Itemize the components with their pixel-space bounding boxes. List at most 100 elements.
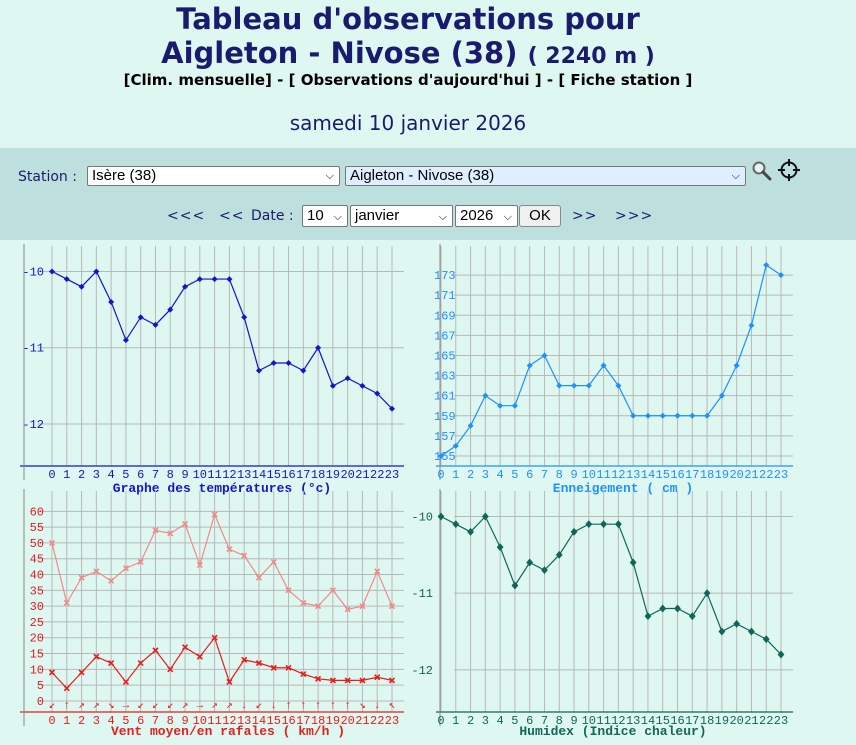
data-point (329, 677, 336, 684)
data-point (659, 604, 667, 613)
data-point (329, 587, 336, 594)
link-today-observations[interactable]: [ Observations d'aujourd'hui ] (288, 71, 542, 89)
x-tick-label: 10 (582, 714, 596, 728)
data-point (196, 276, 203, 283)
x-tick-label: 1 (452, 468, 459, 482)
data-point (300, 599, 307, 607)
x-tick-label: 8 (167, 468, 174, 482)
data-point (511, 402, 518, 409)
y-tick-label: 155 (434, 450, 456, 464)
x-tick-label: 20 (340, 468, 354, 482)
station-select[interactable]: Aigleton - Nivose (38) ⌵ (345, 166, 746, 186)
nav-next[interactable]: >> (572, 208, 598, 224)
wind-direction-arrow: ↘ (108, 700, 115, 712)
x-tick-label: 4 (497, 468, 504, 482)
data-point (556, 382, 563, 389)
data-point (285, 664, 292, 671)
link-station-sheet[interactable]: [ Fiche station ] (558, 71, 693, 89)
data-point (374, 390, 381, 397)
data-point (526, 558, 534, 567)
data-point (270, 360, 277, 366)
data-point (778, 272, 784, 279)
data-point (211, 634, 218, 641)
data-point (300, 367, 307, 374)
data-point (629, 558, 637, 567)
nav-next-far[interactable]: >>> (615, 208, 654, 224)
x-tick-label: 12 (222, 714, 236, 728)
data-point (344, 375, 351, 382)
y-tick-label: 15 (30, 648, 44, 662)
year-value: 2026 (460, 207, 494, 224)
x-tick-label: 15 (267, 468, 281, 482)
chevron-down-icon: ⌵ (731, 170, 740, 182)
data-point (285, 587, 292, 594)
x-tick-label: 18 (311, 468, 325, 482)
wind-direction-arrow: ↓ (241, 700, 248, 712)
crosshair-icon[interactable] (777, 158, 801, 182)
y-tick-label: 55 (30, 521, 44, 535)
chevron-down-icon: ⌵ (325, 170, 334, 182)
data-point (167, 530, 174, 537)
data-point (704, 412, 711, 419)
nav-previous[interactable]: << (219, 208, 245, 224)
x-tick-label: 13 (626, 714, 640, 728)
magnifier-icon[interactable] (751, 160, 773, 182)
x-tick-label: 19 (326, 714, 340, 728)
x-tick-label: 10 (193, 468, 207, 482)
ok-button[interactable]: OK (519, 205, 561, 227)
data-point (63, 276, 70, 283)
nav-previous-far[interactable]: <<< (167, 208, 206, 224)
y-tick-label: 161 (434, 390, 456, 404)
y-tick-label: 35 (30, 584, 44, 598)
x-tick-label: 14 (641, 714, 655, 728)
data-point (733, 362, 740, 369)
x-tick-label: 18 (700, 714, 714, 728)
data-point (196, 653, 203, 660)
month-select[interactable]: janvier ⌵ (350, 205, 453, 227)
chevron-down-icon: ⌵ (438, 211, 447, 223)
day-select[interactable]: 10 ⌵ (302, 205, 348, 227)
y-tick-label: 169 (434, 309, 456, 323)
data-point (329, 382, 336, 389)
data-point (78, 669, 85, 676)
x-tick-label: 23 (774, 714, 788, 728)
x-tick-label: 6 (526, 714, 533, 728)
department-select[interactable]: Isère (38) ⌵ (87, 166, 340, 186)
y-tick-label: -12 (22, 418, 44, 432)
station-altitude: ( 2240 m ) (527, 44, 655, 69)
wind-direction-arrow: ↑ (285, 700, 292, 712)
station-links: [Clim. mensuelle] - [ Observations d'auj… (0, 71, 816, 89)
data-point (541, 566, 548, 575)
data-point (359, 603, 366, 610)
year-select[interactable]: 2026 ⌵ (455, 205, 518, 227)
data-point (137, 659, 144, 667)
link-separator: - (546, 71, 554, 89)
x-tick-label: 17 (685, 714, 699, 728)
x-tick-label: 6 (137, 468, 144, 482)
data-point (388, 677, 396, 684)
data-point (630, 412, 637, 419)
x-tick-label: 4 (108, 714, 115, 728)
data-point (152, 321, 159, 328)
data-point (241, 656, 248, 663)
x-tick-label: 22 (759, 468, 773, 482)
data-point (315, 344, 322, 351)
link-monthly-climate[interactable]: [Clim. mensuelle] (123, 71, 272, 89)
data-point (467, 422, 474, 429)
x-tick-label: 19 (715, 714, 729, 728)
y-tick-label: 173 (434, 269, 456, 283)
x-tick-label: 7 (541, 714, 548, 728)
data-point (344, 677, 351, 684)
x-tick-label: 19 (715, 468, 729, 482)
wind-direction-arrow: ↓ (270, 700, 277, 712)
y-tick-label: 30 (30, 600, 44, 614)
data-point (467, 527, 474, 536)
wind-direction-arrow: ↙ (152, 700, 159, 712)
wind-direction-arrow: ↗ (182, 700, 189, 712)
y-tick-label: 20 (30, 632, 44, 646)
data-point (374, 674, 381, 681)
page-title: Tableau d'observations pour (176, 2, 640, 36)
data-point (122, 565, 129, 572)
wind-direction-arrow: ↑ (330, 700, 337, 712)
